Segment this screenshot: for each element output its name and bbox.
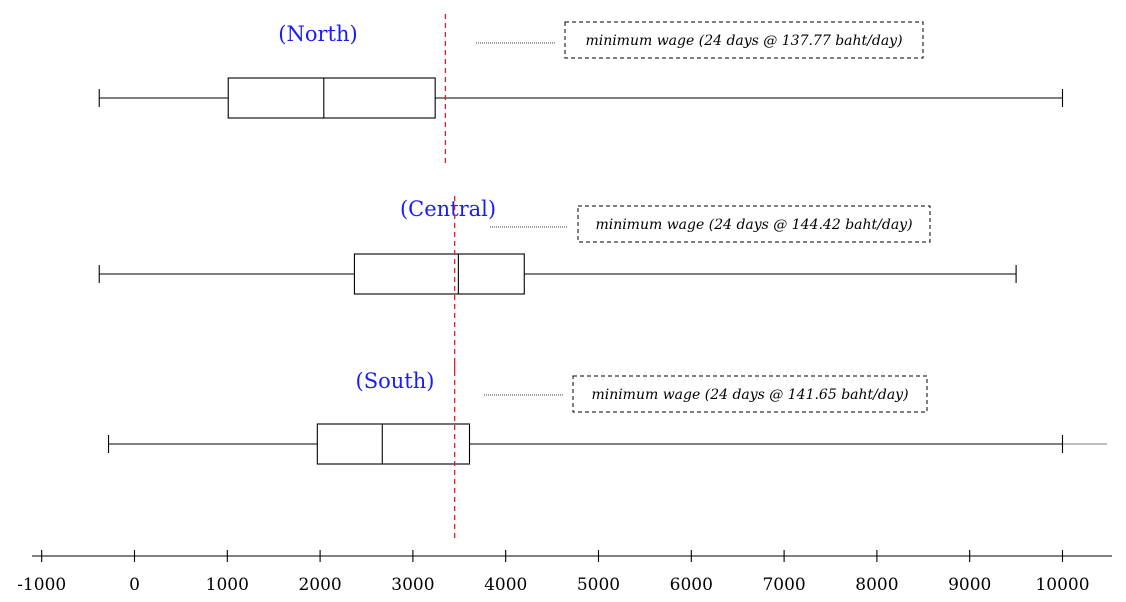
region-label: (South)	[356, 369, 435, 393]
x-tick-label: 4000	[484, 575, 527, 595]
x-tick-label: -1000	[17, 575, 66, 595]
x-tick-label: 5000	[577, 575, 620, 595]
iqr-box	[316, 423, 471, 465]
minimum-wage-label: minimum wage (24 days @ 144.42 baht/day)	[595, 217, 912, 233]
minimum-wage-label: minimum wage (24 days @ 137.77 baht/day)	[585, 33, 902, 49]
region-label: (Central)	[400, 197, 496, 221]
x-tick-label: 10000	[1035, 575, 1089, 595]
x-tick-label: 8000	[855, 575, 898, 595]
x-tick-label: 6000	[670, 575, 713, 595]
x-tick-label: 9000	[948, 575, 991, 595]
box-plot-0	[98, 77, 1064, 119]
minimum-wage-label: minimum wage (24 days @ 141.65 baht/day)	[591, 387, 908, 403]
annotation-box	[577, 205, 931, 243]
region-label: (North)	[278, 22, 357, 46]
annotation-box	[564, 21, 924, 59]
x-tick-label: 2000	[298, 575, 341, 595]
x-tick-label: 7000	[762, 575, 805, 595]
x-tick-label: 1000	[206, 575, 249, 595]
x-tick-label: 0	[129, 575, 140, 595]
box-plot-2	[107, 423, 1108, 465]
box-plots	[98, 77, 1108, 465]
iqr-box	[227, 77, 436, 119]
annotations: (North) minimum wage (24 days @ 137.77 ba…	[278, 14, 931, 540]
x-axis: -1000 0 1000 2000 3000 4000 5000 6000 7000 8000 90…	[17, 550, 1112, 595]
annotation-box	[572, 375, 928, 413]
box-plot-1	[98, 253, 1017, 295]
iqr-box	[353, 253, 525, 295]
x-tick-label: 3000	[391, 575, 434, 595]
